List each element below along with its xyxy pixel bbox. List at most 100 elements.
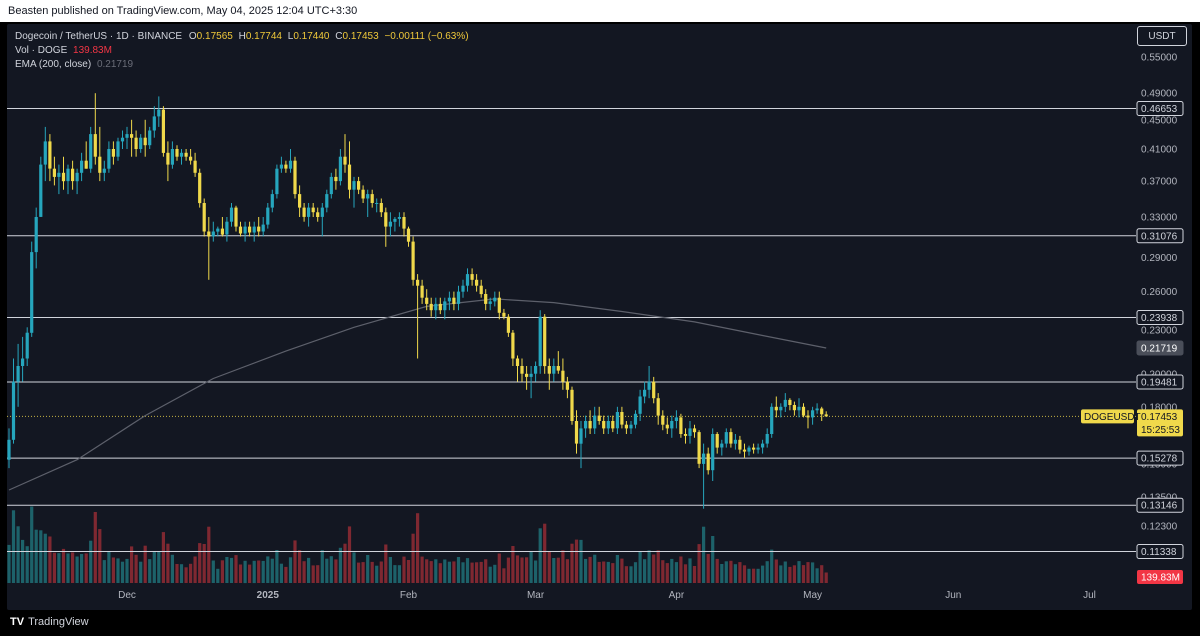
volume-bar xyxy=(307,557,311,583)
volume-bar xyxy=(207,526,211,583)
volume-bar xyxy=(284,566,288,583)
volume-bar xyxy=(643,559,647,583)
candle-body xyxy=(157,109,161,117)
volume-bar xyxy=(93,512,97,583)
volume-bar xyxy=(629,566,633,583)
volume-bar xyxy=(770,549,774,583)
candle-body xyxy=(506,316,510,333)
candle-body xyxy=(343,156,347,165)
candle xyxy=(506,314,510,337)
volume-bar xyxy=(34,529,38,583)
volume-bar xyxy=(402,556,406,583)
candle-body xyxy=(139,137,143,149)
candle-body xyxy=(370,194,374,203)
candle-body xyxy=(765,434,769,444)
volume-bar xyxy=(815,568,819,583)
volume-bar xyxy=(298,550,302,583)
candle xyxy=(452,291,456,311)
candle xyxy=(189,149,193,165)
candle xyxy=(370,189,374,208)
candle-body xyxy=(815,408,819,411)
candle xyxy=(357,176,361,195)
candle-body xyxy=(806,415,810,418)
candle-body xyxy=(393,218,397,222)
ema-label[interactable]: EMA (200, close) xyxy=(15,59,92,70)
candle-body xyxy=(652,381,656,399)
candle xyxy=(84,141,88,169)
candle xyxy=(611,415,615,433)
candle-body xyxy=(71,168,75,182)
volume-bar xyxy=(43,533,47,583)
candle xyxy=(57,164,61,195)
candle-body xyxy=(334,176,338,182)
volume-bar xyxy=(738,562,742,583)
candle-body xyxy=(248,226,252,233)
volume-bar xyxy=(788,566,792,583)
candle xyxy=(98,126,102,182)
candle-body xyxy=(670,421,674,429)
candle xyxy=(229,203,234,227)
volume-value: 139.83M xyxy=(73,45,112,56)
price-tick-label: 0.55000 xyxy=(1141,53,1178,64)
candle-body xyxy=(620,412,624,425)
candle xyxy=(34,207,38,269)
candle xyxy=(275,164,279,199)
price-tick-label: 0.12300 xyxy=(1141,522,1178,533)
candle-body xyxy=(602,421,606,429)
candle xyxy=(679,413,683,438)
currency-button[interactable]: USDT xyxy=(1137,26,1187,46)
high-value: 0.17744 xyxy=(245,31,282,42)
candle xyxy=(80,152,84,182)
time-axis: Dec 2025 Feb Mar Apr May Jun Jul xyxy=(118,590,1096,601)
volume-bar xyxy=(375,565,379,583)
candle-body xyxy=(565,381,569,390)
candle xyxy=(130,119,134,157)
candle-body xyxy=(39,164,43,217)
candle-body xyxy=(647,381,651,390)
candle xyxy=(479,279,483,298)
volume-bar xyxy=(565,559,569,583)
candle-body xyxy=(488,301,492,304)
candle xyxy=(461,279,465,298)
candle-body xyxy=(320,207,324,217)
candle-body xyxy=(388,221,392,227)
candle-body xyxy=(279,164,283,169)
volume-bar xyxy=(484,559,488,583)
volume-bar xyxy=(824,572,828,583)
brand-name: TradingView xyxy=(28,616,89,628)
candle-body xyxy=(116,141,120,157)
candle xyxy=(93,93,97,165)
candle-body xyxy=(570,389,574,421)
volume-label[interactable]: Vol · DOGE xyxy=(15,45,68,56)
candle xyxy=(311,203,315,217)
candle xyxy=(184,149,188,161)
volume-bar xyxy=(370,561,374,583)
candle xyxy=(593,406,597,434)
candle-body xyxy=(761,443,765,448)
tradingview-brand[interactable]: TV TradingView xyxy=(10,615,89,629)
volume-bar xyxy=(806,562,810,583)
candle-body xyxy=(752,447,756,450)
candle-body xyxy=(238,226,243,234)
candle-body xyxy=(402,217,406,229)
price-tick-label: 0.33000 xyxy=(1141,213,1178,224)
volume-bar xyxy=(261,560,265,583)
candle-body xyxy=(538,316,542,367)
candle xyxy=(702,443,706,509)
candle-body xyxy=(357,181,361,190)
volume-bar xyxy=(406,560,411,583)
symbol-title[interactable]: Dogecoin / TetherUS · 1D · BINANCE xyxy=(15,31,183,42)
time-tick-label: Feb xyxy=(400,590,418,601)
candle-body xyxy=(661,415,665,425)
candle xyxy=(774,396,778,418)
candle xyxy=(298,185,302,217)
volume-bar xyxy=(288,557,293,583)
volume-bar xyxy=(811,562,815,583)
volume-bar xyxy=(416,513,420,583)
candle-body xyxy=(307,207,311,217)
candle xyxy=(175,145,179,161)
candle xyxy=(579,421,583,469)
candle xyxy=(402,212,406,237)
candle xyxy=(761,439,765,454)
